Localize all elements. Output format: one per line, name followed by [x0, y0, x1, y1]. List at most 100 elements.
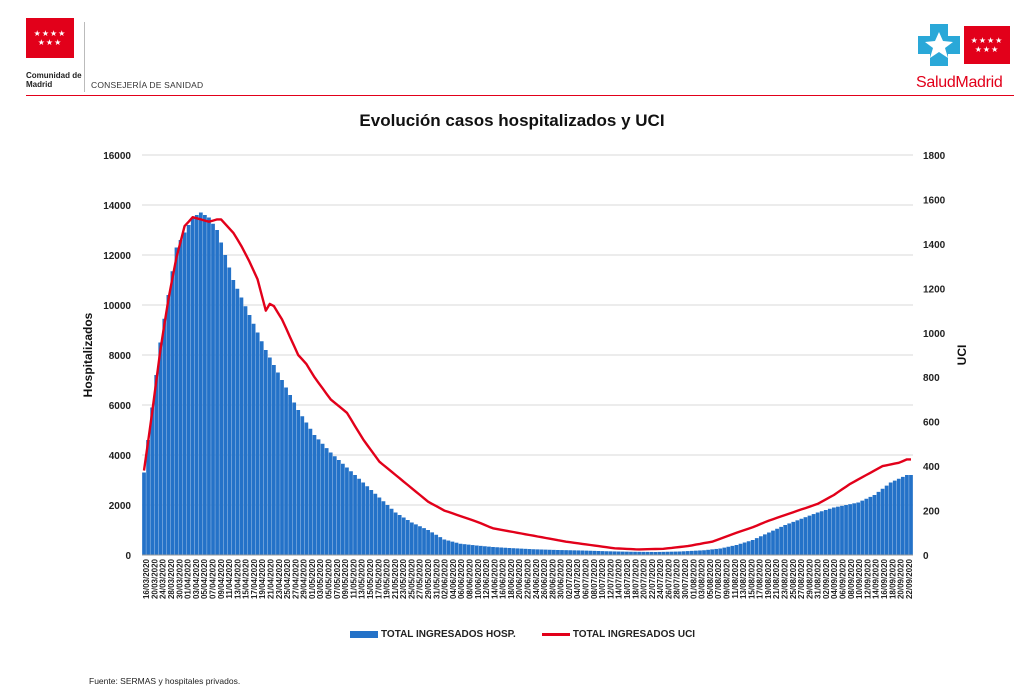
hosp-bar	[462, 544, 467, 555]
hosp-bar	[564, 550, 568, 555]
x-tick-label: 27/08/2020	[797, 558, 806, 599]
hosp-bar	[255, 332, 260, 555]
hosp-bar	[515, 548, 520, 555]
hosp-bar	[779, 526, 783, 555]
y-tick-label-left: 4000	[109, 451, 132, 462]
x-tick-label: 27/04/2020	[291, 558, 300, 599]
hosp-bar	[292, 402, 297, 555]
y-tick-label-left: 8000	[109, 351, 132, 362]
x-tick-label: 31/08/2020	[814, 558, 823, 599]
hosp-bar	[369, 490, 374, 555]
hosp-bar	[223, 255, 228, 555]
x-tick-label: 02/06/2020	[441, 558, 450, 599]
y-axis-title-right: UCI	[955, 345, 969, 366]
hosp-bar	[763, 534, 767, 555]
hosp-bar	[620, 551, 625, 555]
x-tick-label: 25/08/2020	[789, 558, 798, 599]
hosp-bar	[840, 505, 844, 555]
x-tick-label: 13/08/2020	[739, 558, 748, 599]
hosp-bar	[698, 550, 702, 555]
org-name: Comunidad de Madrid	[26, 71, 82, 89]
hosp-bar	[588, 550, 593, 555]
y-tick-label-right: 400	[923, 462, 940, 473]
hosp-bar	[572, 550, 577, 555]
hosp-bar	[182, 232, 187, 555]
hosp-bar	[409, 522, 414, 555]
hosp-bar	[207, 217, 211, 555]
hosp-bar	[580, 550, 585, 555]
hosp-bar	[685, 551, 690, 555]
y-tick-label-right: 1000	[923, 329, 946, 340]
x-tick-label: 28/07/2020	[673, 558, 682, 599]
hosp-bar	[511, 548, 516, 555]
x-tick-label: 04/09/2020	[830, 558, 839, 599]
x-tick-label: 28/06/2020	[548, 558, 557, 599]
x-tick-label: 27/05/2020	[416, 558, 425, 599]
hosp-bar	[726, 546, 731, 555]
hosp-bar	[677, 551, 682, 555]
hosp-bar	[560, 550, 564, 555]
hosp-bar	[637, 551, 641, 555]
hosp-bar	[905, 475, 909, 555]
hosp-bar	[491, 547, 495, 555]
x-tick-label: 09/05/2020	[341, 558, 350, 599]
hosp-bar	[170, 271, 175, 555]
x-tick-label: 16/09/2020	[880, 558, 889, 599]
hosp-bar	[495, 547, 499, 555]
hosp-bar	[349, 471, 353, 555]
x-tick-label: 28/03/2020	[167, 558, 176, 599]
hosp-bar	[466, 544, 471, 555]
hosp-bar	[186, 225, 191, 555]
x-tick-label: 15/04/2020	[242, 558, 251, 599]
hosp-bar	[718, 548, 723, 555]
y-tick-label-right: 1400	[923, 240, 946, 251]
hosp-bar	[625, 551, 629, 555]
hosp-bar	[190, 217, 195, 555]
hosp-bar	[474, 545, 479, 555]
hosp-bar	[539, 549, 544, 555]
x-tick-label: 20/07/2020	[640, 558, 649, 599]
x-tick-label: 03/04/2020	[192, 558, 201, 599]
hosp-bar	[178, 240, 183, 555]
hosp-bar	[864, 498, 869, 555]
x-tick-label: 08/06/2020	[466, 558, 475, 599]
hosp-bar	[405, 520, 410, 555]
hosp-bar	[819, 511, 824, 555]
hosp-bar	[503, 547, 508, 555]
x-tick-label: 22/09/2020	[905, 558, 914, 599]
saludmadrid-logo: ★★★★ ★★★ SaludMadrid	[916, 20, 1016, 92]
x-tick-label: 09/08/2020	[723, 558, 732, 599]
x-tick-label: 10/07/2020	[598, 558, 607, 599]
hosp-bar	[373, 493, 378, 555]
y-tick-label-left: 6000	[109, 401, 132, 412]
hosp-bar	[531, 549, 536, 555]
y-tick-label-left: 10000	[103, 301, 131, 312]
x-tick-label: 16/07/2020	[623, 558, 632, 599]
hosp-bar	[288, 395, 292, 555]
y-tick-label-right: 200	[923, 507, 940, 518]
y-axis-title-left: Hospitalizados	[81, 312, 95, 397]
hosp-bar	[401, 517, 406, 555]
hosp-bar	[710, 549, 715, 555]
hosp-bar	[198, 212, 203, 555]
x-tick-label: 13/04/2020	[233, 558, 242, 599]
hosp-bar	[312, 435, 317, 555]
hosp-bar	[568, 550, 572, 555]
x-tick-label: 06/09/2020	[839, 558, 848, 599]
x-tick-label: 01/08/2020	[689, 558, 698, 599]
hosp-bar	[596, 551, 601, 555]
hosp-bar	[158, 342, 163, 555]
hosp-bar	[669, 551, 674, 555]
hosp-bar	[807, 515, 812, 555]
y-tick-label-left: 16000	[103, 151, 131, 162]
hosp-bar	[551, 549, 556, 555]
hosp-bar	[738, 543, 743, 555]
hosp-bar	[527, 549, 532, 555]
hosp-bar	[734, 545, 739, 555]
x-tick-label: 19/08/2020	[764, 558, 773, 599]
hosp-bar	[487, 546, 491, 555]
x-tick-label: 02/09/2020	[822, 558, 831, 599]
hosp-bar	[377, 497, 382, 555]
hosp-bar	[393, 512, 398, 555]
